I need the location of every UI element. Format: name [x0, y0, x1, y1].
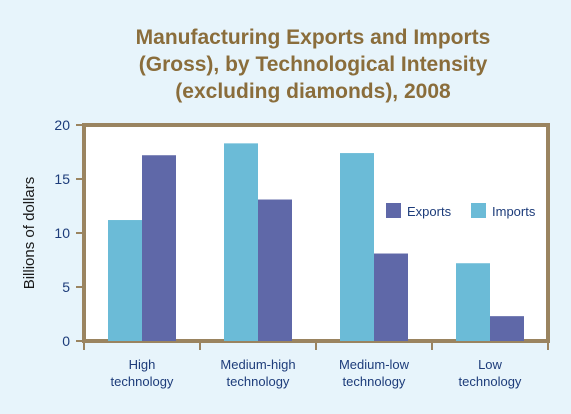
x-category-label: Medium-low — [339, 357, 410, 372]
bar-imports-0 — [108, 220, 142, 341]
x-category-label: technology — [227, 374, 290, 389]
chart-title: Manufacturing Exports and Imports (Gross… — [136, 26, 491, 103]
legend-swatch-exports — [386, 203, 401, 218]
x-category-label: Medium-high — [220, 357, 295, 372]
y-tick-label: 10 — [54, 225, 70, 241]
bar-exports-2 — [374, 253, 408, 341]
chart-title-line-2: (Gross), by Technological Intensity — [139, 53, 488, 76]
bar-imports-3 — [456, 263, 490, 341]
y-axis: 0 5 10 15 20 — [54, 117, 84, 349]
legend-label-exports: Exports — [407, 204, 452, 219]
bar-exports-1 — [258, 199, 292, 341]
x-category-label: technology — [459, 374, 522, 389]
bar-imports-1 — [224, 143, 258, 341]
y-tick-label: 5 — [62, 279, 70, 295]
y-tick-label: 15 — [54, 171, 70, 187]
legend-label-imports: Imports — [492, 204, 536, 219]
bar-exports-3 — [490, 316, 524, 341]
x-category-label: High — [129, 357, 156, 372]
x-category-label: technology — [111, 374, 174, 389]
y-tick-label: 20 — [54, 117, 70, 133]
legend: Exports Imports — [386, 203, 536, 219]
y-tick-label: 0 — [62, 333, 70, 349]
bars — [108, 143, 524, 341]
x-category-label: technology — [343, 374, 406, 389]
bar-exports-0 — [142, 155, 176, 341]
chart-title-line-1: Manufacturing Exports and Imports — [136, 26, 491, 49]
y-axis-label: Billions of dollars — [21, 177, 38, 290]
bar-imports-2 — [340, 153, 374, 341]
legend-swatch-imports — [471, 203, 486, 218]
x-category-label: Low — [478, 357, 502, 372]
x-axis: High technology Medium-high technology Mediu… — [83, 341, 549, 389]
chart-title-line-3: (excluding diamonds), 2008 — [175, 80, 451, 103]
